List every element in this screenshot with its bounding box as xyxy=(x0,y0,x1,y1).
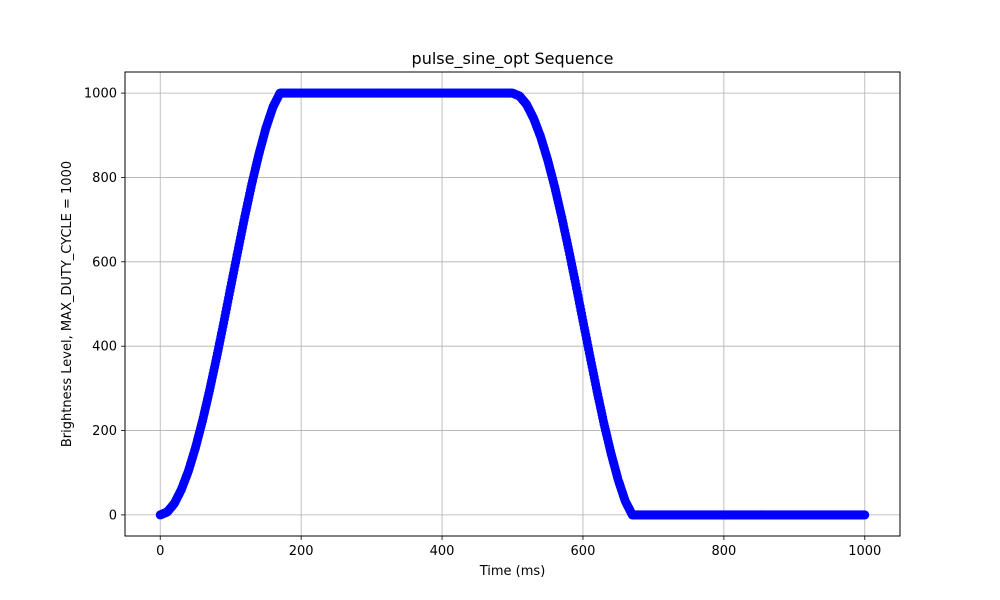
x-tick-label: 800 xyxy=(711,544,736,559)
x-tick-label: 0 xyxy=(156,544,164,559)
ticks: 0 200 400 600 800 1000 0 200 400 600 800 1000 xyxy=(84,87,881,559)
y-axis-label: Brightness Level, MAX_DUTY_CYCLE = 1000 xyxy=(60,161,75,447)
y-tick-label: 600 xyxy=(92,255,117,270)
chart-title: pulse_sine_opt Sequence xyxy=(412,49,614,69)
x-tick-label: 400 xyxy=(430,544,455,559)
y-tick-label: 1000 xyxy=(84,87,117,102)
y-tick-label: 0 xyxy=(109,508,117,523)
data-series xyxy=(155,88,870,520)
data-point xyxy=(860,510,870,520)
y-tick-label: 400 xyxy=(92,340,117,355)
plot-frame xyxy=(124,71,901,537)
y-tick-label: 800 xyxy=(92,171,117,186)
x-tick-label: 600 xyxy=(571,544,596,559)
x-tick-label: 200 xyxy=(289,544,314,559)
x-tick-label: 1000 xyxy=(848,544,881,559)
x-axis-label: Time (ms) xyxy=(479,564,546,579)
y-tick-label: 200 xyxy=(92,424,117,439)
